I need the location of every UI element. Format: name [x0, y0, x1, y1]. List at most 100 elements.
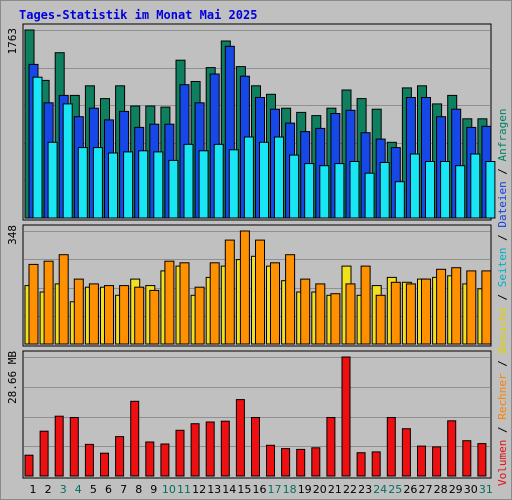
chart-title: Tages-Statistik im Monat Mai 2025: [19, 8, 258, 22]
visits-bar-rechner: [330, 293, 341, 345]
traffic-bar-seiten: [228, 149, 239, 219]
visits-bar-rechner: [300, 278, 311, 345]
traffic-bar-seiten: [364, 172, 375, 219]
x-tick-label: 16: [253, 483, 267, 496]
volume-bar-volumen: [190, 423, 200, 477]
traffic-bar-seiten: [77, 147, 88, 219]
visits-bar-rechner: [119, 285, 130, 345]
traffic-bar-seiten: [153, 151, 164, 219]
x-tick-label: 26: [403, 483, 417, 496]
traffic-bar-seiten: [259, 141, 269, 219]
visits-bar-rechner: [194, 286, 205, 345]
x-tick-label: 20: [313, 483, 327, 496]
legend-item-dateien: Dateien: [496, 181, 509, 227]
traffic-bar-seiten: [319, 165, 330, 219]
traffic-bar-seiten: [425, 161, 435, 219]
traffic-bar-seiten: [349, 161, 360, 219]
volume-bar-volumen: [39, 430, 49, 477]
volume-bar-volumen: [266, 444, 275, 477]
volume-panel-frame: [22, 350, 492, 479]
traffic-bar-seiten: [334, 163, 345, 219]
traffic-bar-seiten: [123, 151, 134, 219]
volume-bar-volumen: [69, 417, 79, 477]
visits-bar-rechner: [255, 239, 265, 345]
visits-bar-rechner: [481, 270, 492, 345]
visits-bar-rechner: [360, 265, 371, 345]
volume-bar-volumen: [54, 415, 64, 477]
x-tick-label: 14: [222, 483, 236, 496]
x-tick-label: 18: [283, 483, 297, 496]
traffic-bar-seiten: [243, 136, 254, 219]
traffic-bar-seiten: [183, 143, 194, 219]
volume-bar-volumen: [311, 447, 321, 477]
volume-bar-volumen: [220, 420, 230, 477]
traffic-bar-seiten: [289, 154, 300, 219]
volume-bar-volumen: [24, 454, 34, 477]
traffic-bar-seiten: [198, 150, 209, 219]
x-tick-label: 27: [419, 483, 433, 496]
x-tick-label: 3: [60, 483, 67, 496]
visits-bar-rechner: [43, 260, 54, 345]
volume-bar-volumen: [145, 441, 155, 477]
traffic-bar-seiten: [455, 165, 466, 219]
x-tick-label: 13: [207, 483, 221, 496]
volume-bar-volumen: [432, 446, 442, 477]
x-tick-label: 19: [298, 483, 312, 496]
visits-bar-rechner: [375, 294, 386, 345]
traffic-bar-seiten: [379, 162, 390, 219]
x-tick-label: 4: [75, 483, 82, 496]
x-tick-label: 24: [373, 483, 387, 496]
volume-bar-volumen: [326, 417, 336, 477]
x-tick-label: 12: [192, 483, 206, 496]
visits-bar-rechner: [149, 289, 160, 345]
traffic-bar-seiten: [108, 152, 118, 219]
visits-bar-rechner: [315, 283, 326, 345]
traffic-bar-seiten: [138, 150, 149, 219]
visits-bar-rechner: [451, 267, 462, 345]
traffic-bar-seiten: [47, 141, 58, 219]
traffic-bar-seiten: [62, 103, 73, 219]
legend-item-anfragen: Anfragen: [496, 108, 509, 161]
x-tick-label: 11: [177, 483, 191, 496]
x-tick-label: 23: [358, 483, 372, 496]
traffic-bar-seiten: [440, 161, 451, 219]
x-tick-label: 29: [449, 483, 463, 496]
volume-bar-volumen: [371, 451, 381, 477]
visits-bar-rechner: [164, 260, 175, 345]
volume-bar-volumen: [281, 448, 291, 477]
x-tick-label: 22: [343, 483, 357, 496]
traffic-bar-seiten: [394, 181, 405, 219]
volume-bar-volumen: [251, 417, 260, 477]
legend-item-rechner: Rechner: [496, 373, 509, 420]
visits-bar-rechner: [179, 262, 190, 345]
x-tick-label: 17: [268, 483, 282, 496]
traffic-bar-seiten: [92, 147, 103, 219]
x-tick-label: 2: [45, 483, 52, 496]
legend-item-seiten: Seiten: [496, 248, 509, 288]
traffic-y-max-label: 1763: [6, 28, 19, 55]
traffic-bar-seiten: [304, 163, 315, 219]
x-tick-label: 25: [388, 483, 402, 496]
volume-bar-volumen: [356, 452, 366, 477]
visits-bar-rechner: [285, 254, 296, 345]
volume-bar-volumen: [401, 428, 411, 477]
visits-bar-rechner: [239, 230, 250, 345]
volume-bar-volumen: [296, 448, 306, 477]
x-tick-label: 7: [120, 483, 127, 496]
visits-bar-rechner: [73, 278, 84, 345]
legend-separator: /: [496, 287, 509, 307]
visits-bar-rechner: [104, 285, 114, 345]
x-tick-label: 31: [479, 483, 493, 496]
traffic-bar-seiten: [409, 153, 420, 219]
right-legend: Volumen / Rechner / Besuche / Seiten / D…: [496, 108, 509, 486]
legend-separator: /: [496, 354, 509, 374]
visits-bar-rechner: [88, 283, 99, 345]
volume-bar-volumen: [447, 420, 457, 477]
visits-bar-rechner: [390, 281, 401, 345]
volume-bar-volumen: [115, 436, 125, 477]
x-tick-label: 9: [150, 483, 157, 496]
legend-separator: /: [496, 420, 509, 440]
x-tick-label: 6: [105, 483, 112, 496]
visits-bar-rechner: [405, 283, 416, 345]
